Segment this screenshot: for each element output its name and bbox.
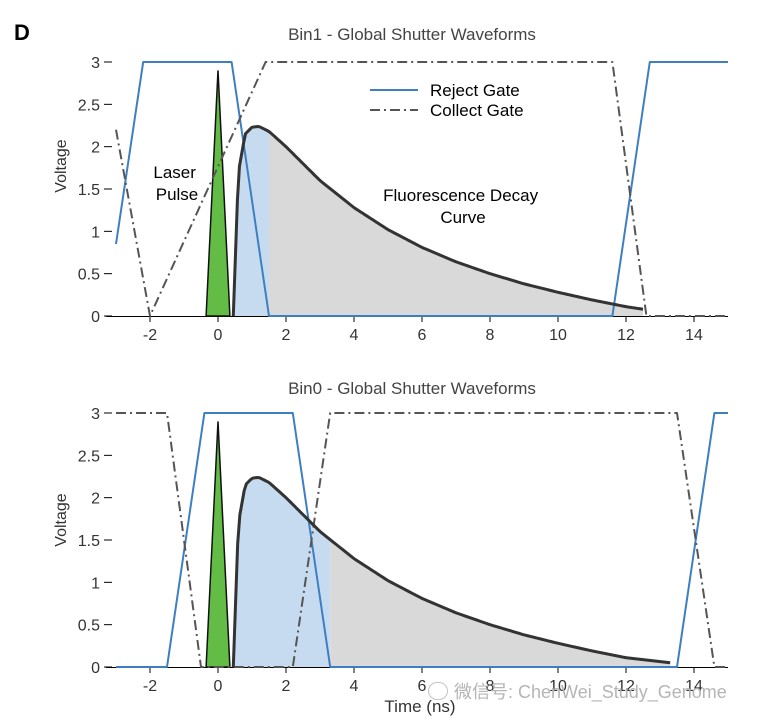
fluorescence-decay-curve-bin1 — [231, 124, 644, 317]
y-tick-label-bin1: 1.5 — [78, 182, 100, 199]
y-tick-label-bin0: 1 — [91, 575, 100, 592]
y-tick-label-bin1: 3 — [91, 55, 100, 72]
x-tick-label-bin1: 14 — [685, 327, 703, 344]
x-tick-label-bin0: 8 — [486, 678, 495, 695]
x-tick-label-bin1: 10 — [549, 327, 567, 344]
chart-bin1: -2 0 2 4 6 8 10 12 14 0 0.5 1 1.5 2 2.5 3 Bin1 - Global… — [53, 25, 728, 344]
laser-pulse-bin0 — [205, 421, 231, 668]
panel-label: D — [14, 20, 30, 45]
rejected-region-bin0 — [233, 477, 331, 667]
y-tick-label-bin0: 0.5 — [78, 618, 100, 635]
collected-region-bin0 — [330, 539, 671, 667]
y-tick-label-bin0: 2.5 — [78, 448, 100, 465]
y-tick-label-bin1: 1 — [91, 224, 100, 241]
collect-gate-line-bin0 — [116, 412, 728, 668]
annotation-laser-pulse: Laser Pulse — [153, 163, 200, 204]
legend-reject-label: Reject Gate — [430, 81, 520, 100]
x-tick-label-bin0: 12 — [617, 678, 635, 695]
x-tick-label-bin0: 6 — [418, 678, 427, 695]
plot-area-bin1: -2 0 2 4 6 8 10 12 14 0 0.5 1 1.5 2 2.5 3 — [78, 55, 728, 344]
collected-region-bin1 — [269, 131, 643, 316]
x-tick-label-bin1: 6 — [418, 327, 427, 344]
annotation-fluorescence: Fluorescence Decay Curve — [383, 186, 543, 227]
x-tick-label-bin0: -2 — [143, 678, 157, 695]
watermark-text: 微信号: ChenWei_Study_Genome — [454, 682, 727, 702]
annotation-fluor-line2: Curve — [440, 208, 485, 227]
legend-bin1: Reject Gate Collect Gate — [370, 81, 524, 120]
y-tick-label-bin1: 2.5 — [78, 97, 100, 114]
reject-gate-line-bin1 — [115, 61, 728, 317]
laser-pulse-bin1 — [205, 70, 231, 317]
x-tick-label-bin1: 12 — [617, 327, 635, 344]
chart-title-bin0: Bin0 - Global Shutter Waveforms — [288, 379, 536, 398]
x-tick-label-bin0: 0 — [214, 678, 223, 695]
x-tick-label-bin1: 2 — [282, 327, 291, 344]
wechat-icon — [428, 682, 448, 700]
watermark: 微信号: ChenWei_Study_Genome — [428, 680, 768, 702]
annotation-fluor-line1: Fluorescence Decay — [383, 186, 538, 205]
y-tick-label-bin0: 0 — [91, 660, 100, 677]
y-tick-label-bin0: 3 — [91, 406, 100, 423]
x-tick-label-bin0: 4 — [350, 678, 359, 695]
plot-area-bin0: -2 0 2 4 6 8 10 12 14 0 0.5 1 1.5 2 2.5 3 — [78, 406, 728, 695]
y-axis-label-bin1: Voltage — [53, 139, 70, 192]
x-tick-label-bin1: 0 — [214, 327, 223, 344]
x-tick-label-bin0: 14 — [685, 678, 703, 695]
y-tick-label-bin0: 1.5 — [78, 533, 100, 550]
legend-collect-label: Collect Gate — [430, 101, 524, 120]
x-tick-label-bin1: 4 — [350, 327, 359, 344]
chart-title-bin1: Bin1 - Global Shutter Waveforms — [288, 25, 536, 44]
fluorescence-decay-curve-bin0 — [231, 476, 671, 668]
x-tick-label-bin1: 8 — [486, 327, 495, 344]
y-axis-label-bin0: Voltage — [53, 493, 70, 546]
x-tick-label-bin0: 2 — [282, 678, 291, 695]
rejected-region-bin1 — [233, 126, 269, 317]
y-tick-label-bin1: 0.5 — [78, 267, 100, 284]
x-axis-label-bin0: Time (ns) — [384, 697, 455, 716]
annotation-laser-line2: Pulse — [156, 185, 199, 204]
chart-bin0: -2 0 2 4 6 8 10 12 14 0 0.5 1 1.5 2 2.5 3 Bin0 - Global… — [53, 379, 728, 716]
y-tick-label-bin1: 2 — [91, 140, 100, 157]
collect-gate-line-bin1 — [115, 61, 728, 317]
annotation-laser-line1: Laser — [153, 163, 196, 182]
x-tick-label-bin0: 10 — [549, 678, 567, 695]
y-tick-label-bin0: 2 — [91, 491, 100, 508]
x-tick-label-bin1: -2 — [143, 327, 157, 344]
y-tick-label-bin1: 0 — [91, 309, 100, 326]
